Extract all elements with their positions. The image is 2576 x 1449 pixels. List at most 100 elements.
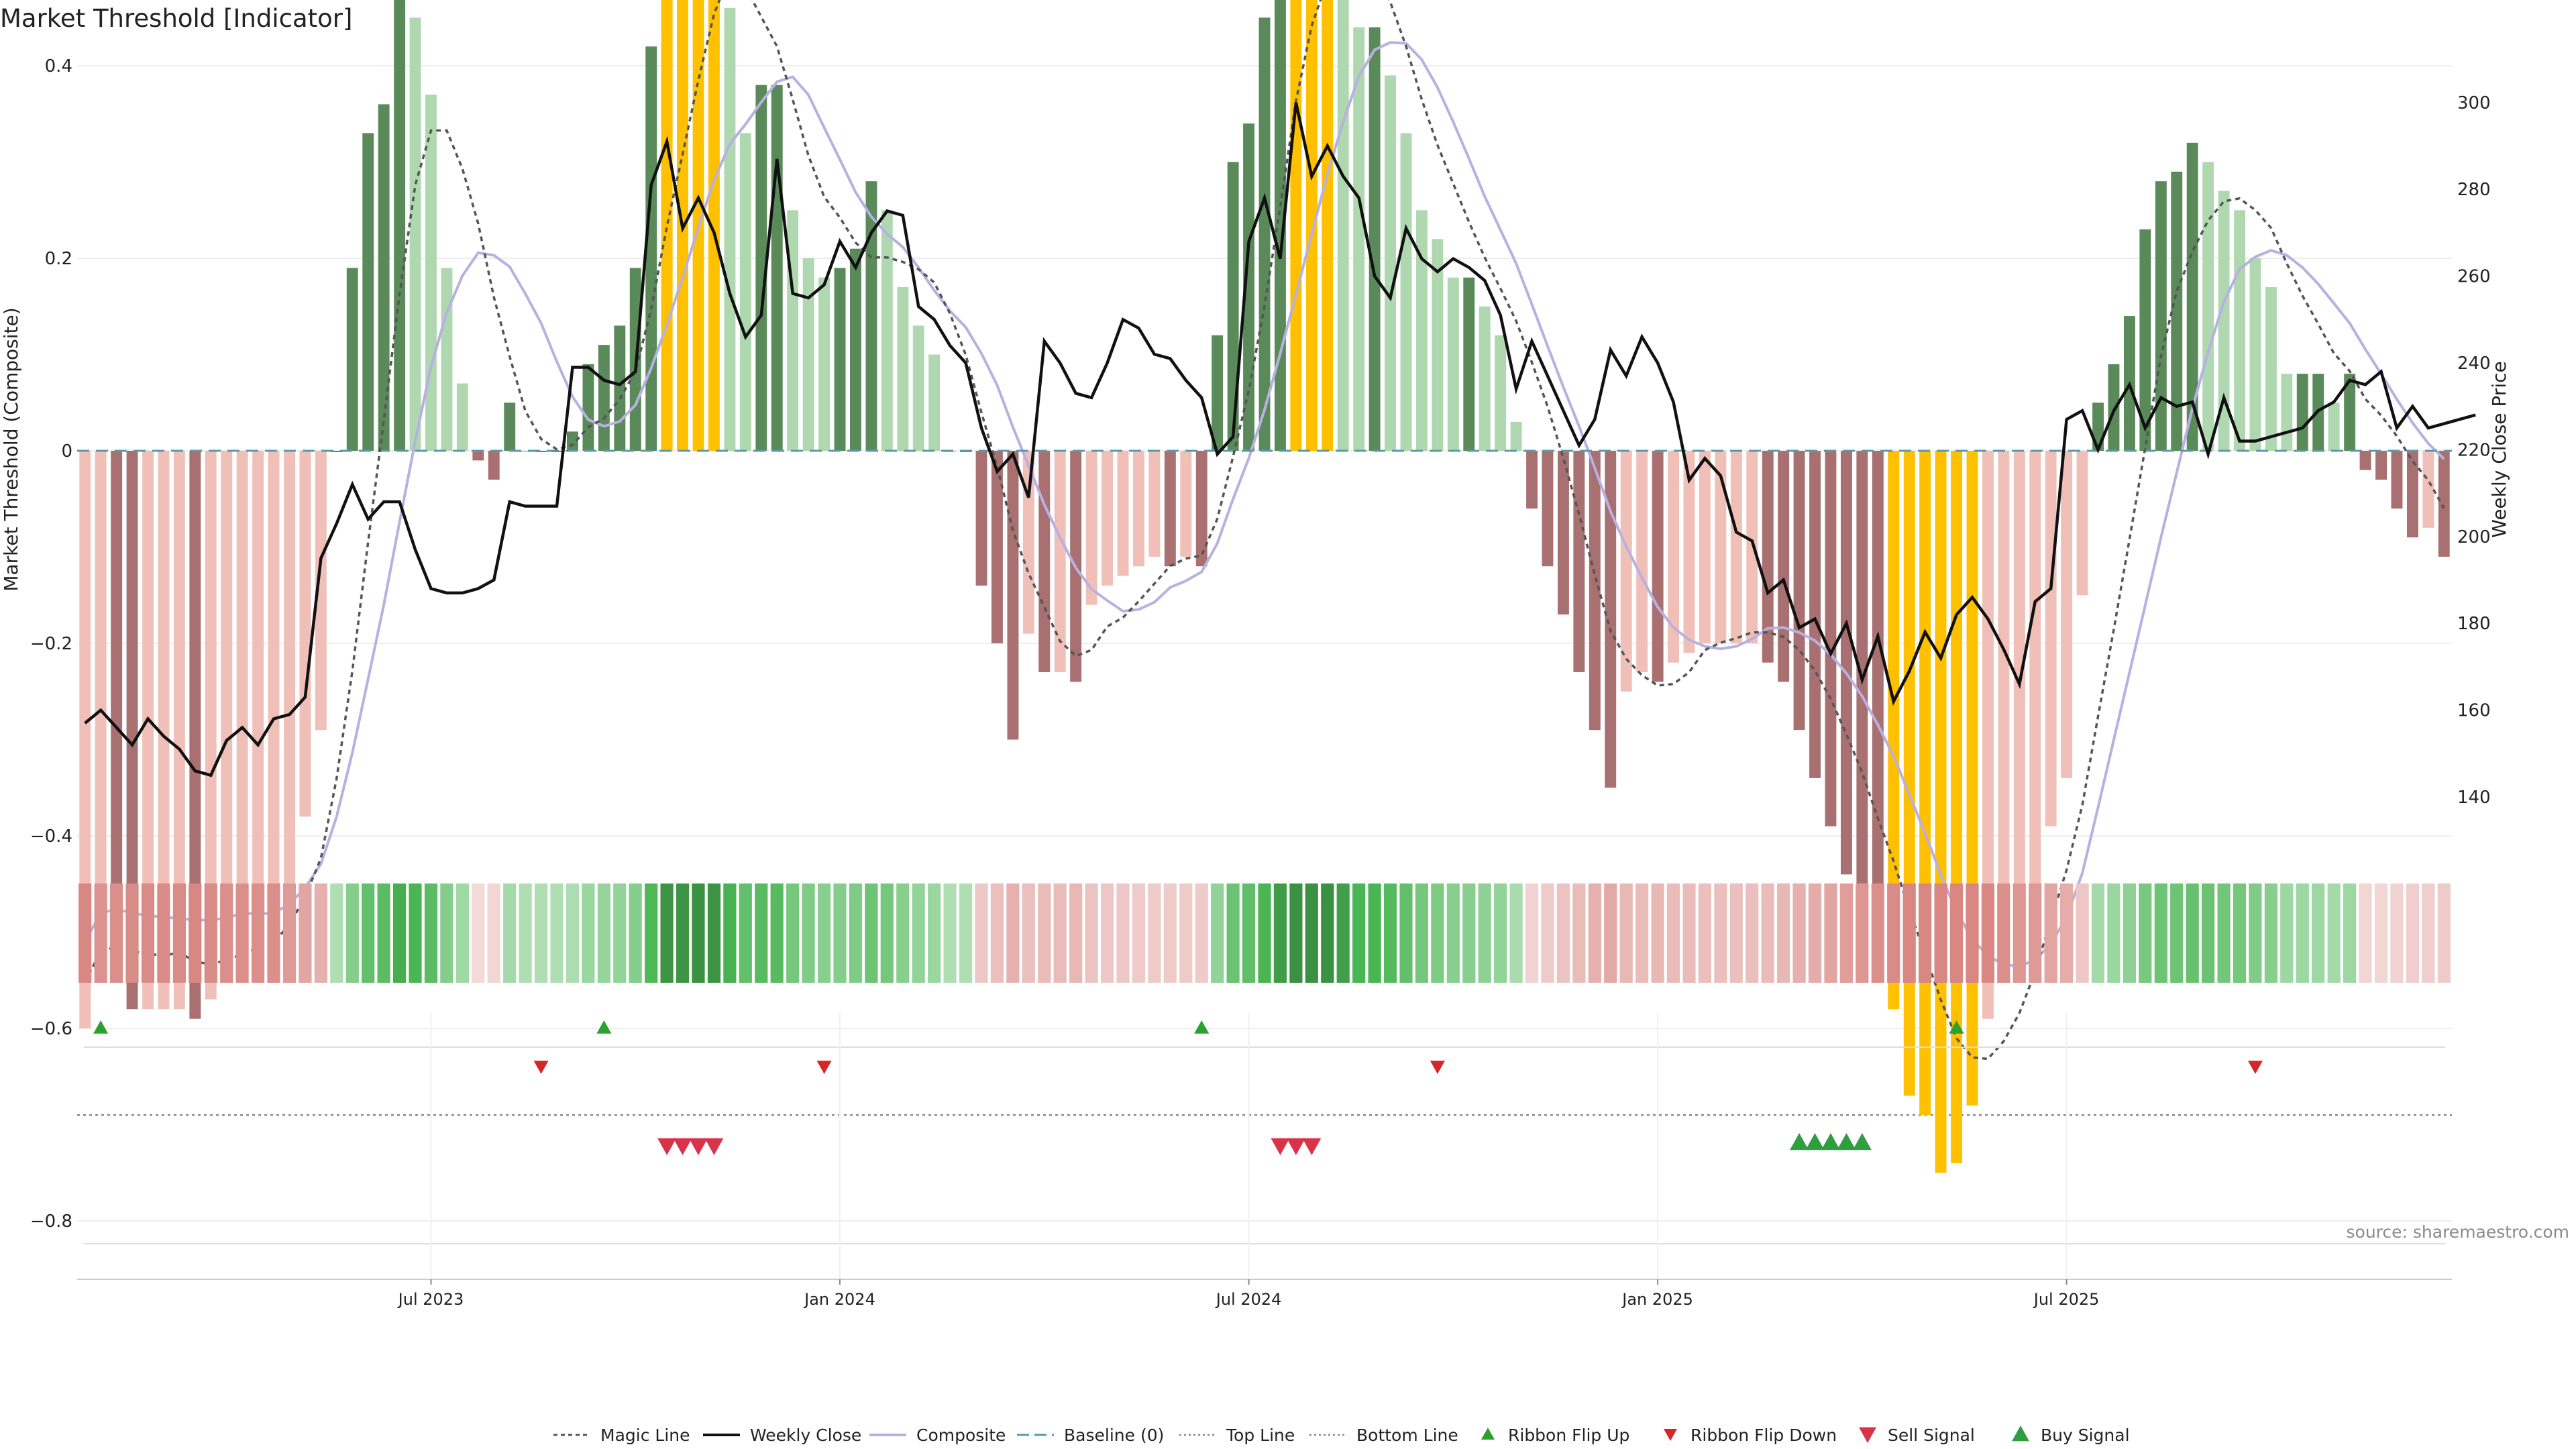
legend-swatch (1664, 1429, 1677, 1441)
composite-bar (299, 451, 311, 817)
composite-bar (1117, 451, 1129, 576)
ribbon-flip-down-marker (816, 1061, 832, 1074)
ribbon-cell (1431, 883, 1444, 983)
ribbon-cell (472, 883, 485, 983)
composite-bar (2422, 451, 2434, 528)
ribbon-cell (503, 883, 517, 983)
ribbon-cell (519, 883, 532, 983)
ribbon-flip-up-marker (93, 1020, 109, 1034)
ribbon-cell (282, 883, 297, 983)
x-axis: Jul 2023 Jan 2024 Jul 2024 Jan 2025 Jul 2025 (77, 1013, 2452, 1309)
ribbon-cell (1101, 883, 1114, 983)
composite-bar (802, 258, 814, 451)
composite-bar (2265, 287, 2277, 451)
ribbon-cell (141, 883, 155, 983)
sell-signal-marker (689, 1138, 708, 1155)
ribbon-cell (2202, 883, 2215, 983)
ribbon-cell (2312, 883, 2325, 983)
composite-bar (2344, 374, 2356, 451)
ribbon-cell (550, 883, 564, 983)
composite-bar (1982, 451, 1994, 1019)
left-axis-label: Market Threshold (Composite) (0, 307, 22, 591)
ribbon-cell (1997, 883, 2010, 983)
ribbon-cell (487, 883, 500, 983)
composite-bar (2234, 210, 2245, 451)
composite-bar (1903, 451, 1915, 1096)
ribbon-cell (770, 883, 784, 983)
weekly-close-line (84, 102, 2476, 777)
legend-item-composite: Composite (869, 1426, 1006, 1445)
composite-bar (189, 451, 201, 1019)
legend-label: Ribbon Flip Up (1508, 1426, 1629, 1445)
legend-label: Bottom Line (1356, 1426, 1458, 1445)
ribbon-cell (393, 883, 407, 983)
composite-bar (1841, 451, 1852, 875)
composite-bar (1573, 451, 1585, 672)
signal-markers (93, 1020, 2263, 1155)
legend-label: Composite (916, 1426, 1006, 1445)
composite-bar (472, 451, 484, 461)
composite-bar (598, 345, 610, 451)
ribbon-cell (943, 883, 957, 983)
x-tick-label: Jan 2024 (803, 1290, 875, 1309)
composite-bar (1683, 451, 1695, 653)
composite-bar (1227, 162, 1239, 451)
ribbon-cell (2437, 883, 2451, 983)
ribbon-cell (189, 883, 202, 983)
ribbon-cell (2044, 883, 2057, 983)
composite-bar (1290, 0, 1302, 451)
composite-bar (111, 451, 123, 981)
composite-bar (1668, 451, 1679, 663)
composite-bar (1620, 451, 1632, 692)
ribbon-cell (1478, 883, 1491, 983)
composite-bar (1589, 451, 1601, 731)
right-tick-label: 300 (2457, 93, 2491, 113)
composite-bar (614, 325, 626, 451)
composite-bar (1447, 277, 1459, 451)
composite-bar (2171, 171, 2183, 451)
legend-item-baseline: Baseline (0) (1017, 1426, 1164, 1445)
ribbon-cell (1949, 883, 1964, 983)
legend-item-top-line: Top Line (1179, 1426, 1295, 1445)
ribbon-cell (2060, 883, 2074, 983)
composite-bar (394, 0, 406, 451)
left-tick-label: 0 (61, 441, 72, 462)
sell-signal-marker (1302, 1138, 1322, 1155)
ribbon-cell (1604, 883, 1617, 983)
legend-item-magic-line: Magic Line (553, 1426, 690, 1445)
composite-bar (2108, 364, 2120, 451)
left-tick-label: −0.4 (30, 826, 72, 847)
ribbon-cell (2422, 883, 2435, 983)
ribbon-cell (2374, 883, 2388, 983)
ribbon-cell (1839, 883, 1853, 983)
composite-bar (975, 451, 987, 586)
ribbon-cell (1085, 883, 1098, 983)
right-tick-label: 260 (2457, 267, 2491, 287)
ribbon-cell (1792, 883, 1806, 983)
right-tick-label: 220 (2457, 440, 2491, 460)
composite-bar (1793, 451, 1805, 731)
composite-bar (1416, 210, 1428, 451)
ribbon-flip-down-marker (2247, 1061, 2263, 1074)
ribbon-cell (1808, 883, 1822, 983)
composite-bar (126, 451, 138, 1010)
ribbon-cell (1981, 883, 1994, 983)
composite-bar (1368, 27, 1381, 451)
ribbon-cell (1399, 883, 1413, 983)
legend-label: Baseline (0) (1064, 1426, 1164, 1445)
ribbon-cell (252, 883, 265, 983)
left-tick-label: −0.2 (30, 634, 72, 654)
composite-bar (1102, 451, 1113, 586)
composite-bar (1148, 451, 1161, 557)
ribbon-cell (1887, 883, 1900, 983)
ribbon-cell (865, 883, 878, 983)
ribbon-cell (959, 883, 973, 983)
composite-bar (2155, 181, 2167, 451)
right-tick-label: 240 (2457, 354, 2491, 374)
composite-bar (519, 451, 531, 452)
ribbon-cell (912, 883, 925, 983)
ribbon-cell (330, 883, 343, 983)
legend: Magic Line Weekly Close Composite Baseline … (553, 1426, 2130, 1445)
ribbon-flip-up-marker (1949, 1020, 1964, 1034)
composite-bar (173, 451, 185, 1010)
